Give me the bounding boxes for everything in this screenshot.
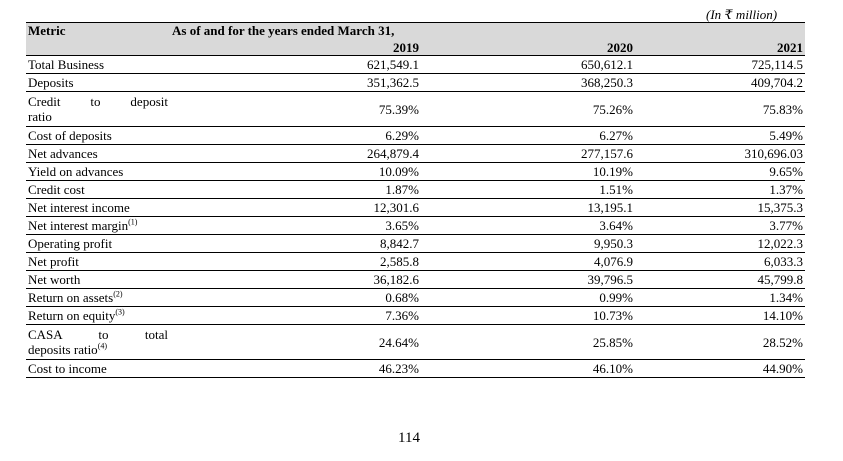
value-cell-2021: 1.34% — [769, 290, 804, 305]
table-row: Credit cost 1.87% 1.51% 1.37% — [26, 181, 806, 199]
table-row: Net profit 2,585.8 4,076.9 6,033.3 — [26, 253, 806, 271]
units-note: (In ₹ million) — [706, 7, 778, 22]
value-cell-2020: 3.64% — [599, 218, 633, 233]
metric-label: Net advances — [28, 146, 98, 161]
metric-label-line2: deposits ratio(4) — [28, 341, 108, 357]
value-cell-2021: 725,114.5 — [751, 57, 804, 72]
table-row: Net advances 264,879.4 277,157.6 310,696.03 — [26, 145, 806, 163]
value-cell-2020: 10.73% — [592, 308, 633, 323]
value-cell-2020: 277,157.6 — [581, 146, 633, 161]
value-cell-2019: 10.09% — [378, 164, 419, 179]
footnote-marker: (4) — [97, 341, 108, 351]
value-cell-2019: 36,182.6 — [373, 272, 420, 287]
table-row: Net interest margin(1) 3.65% 3.64% 3.77% — [26, 217, 806, 235]
value-cell-2021: 45,799.8 — [757, 272, 804, 287]
metric-label: Net interest income — [28, 200, 130, 215]
value-cell-2020: 650,612.1 — [581, 57, 633, 72]
value-cell-2019: 1.87% — [385, 182, 419, 197]
value-cell-2019: 75.39% — [378, 101, 419, 117]
table-row: Cost to income 46.23% 46.10% 44.90% — [26, 360, 806, 378]
value-cell-2020: 9,950.3 — [594, 236, 633, 251]
metric-label: Total Business — [28, 57, 105, 72]
value-cell-2019: 24.64% — [378, 334, 419, 350]
table-row: Return on equity(3) 7.36% 10.73% 14.10% — [26, 307, 806, 325]
page-number: 114 — [398, 430, 420, 446]
table-row: Deposits 351,362.5 368,250.3 409,704.2 — [26, 74, 806, 92]
value-cell-2019: 264,879.4 — [367, 146, 419, 161]
value-cell-2020: 6.27% — [599, 128, 633, 143]
value-cell-2020: 4,076.9 — [594, 254, 633, 269]
value-cell-2021: 28.52% — [762, 334, 804, 350]
value-cell-2020: 46.10% — [592, 361, 633, 376]
value-cell-2019: 351,362.5 — [367, 75, 419, 90]
table-row: Return on assets(2) 0.68% 0.99% 1.34% — [26, 289, 806, 307]
metric-label-line2: ratio — [28, 109, 52, 124]
value-cell-2019: 8,842.7 — [380, 236, 419, 251]
financial-metrics-table: Metric As of and for the years ended Mar… — [26, 22, 806, 378]
metric-label: Deposits — [28, 75, 74, 90]
value-cell-2021: 14.10% — [762, 308, 804, 323]
value-cell-2021: 75.83% — [762, 101, 804, 117]
value-cell-2021: 6,033.3 — [764, 254, 804, 269]
value-cell-2019: 2,585.8 — [380, 254, 419, 269]
value-cell-2021: 5.49% — [769, 128, 804, 143]
table-row: Credit to deposit ratio 75.39% 75.26% 75.83% — [26, 92, 806, 127]
table-row: Net interest income 12,301.6 13,195.1 15,37… — [26, 199, 806, 217]
value-cell-2020: 39,796.5 — [587, 272, 634, 287]
metric-label: CASA to total deposits ratio(4) — [26, 325, 170, 360]
metric-label: Return on assets(2) — [28, 289, 123, 305]
value-cell-2019: 6.29% — [385, 128, 419, 143]
metric-label: Operating profit — [28, 236, 113, 251]
footnote-marker: (1) — [128, 217, 138, 227]
value-cell-2021: 12,022.3 — [757, 236, 804, 251]
value-cell-2020: 1.51% — [599, 182, 633, 197]
value-cell-2019: 12,301.6 — [373, 200, 420, 215]
metric-label: Return on equity(3) — [28, 307, 125, 323]
table-row: CASA to total deposits ratio(4) 24.64% 25.8… — [26, 325, 806, 360]
value-cell-2019: 7.36% — [385, 308, 419, 323]
value-cell-2021: 3.77% — [769, 218, 804, 233]
value-cell-2019: 621,549.1 — [367, 57, 419, 72]
metric-label-line1: CASA to total — [28, 327, 168, 342]
value-cell-2019: 46.23% — [378, 361, 419, 376]
metric-label: Credit to deposit ratio — [26, 92, 170, 127]
metric-label-line1: Credit to deposit — [28, 94, 168, 109]
value-cell-2021: 44.90% — [762, 361, 804, 376]
metric-label: Yield on advances — [28, 164, 124, 179]
value-cell-2020: 10.19% — [592, 164, 633, 179]
table-header: Metric As of and for the years ended Mar… — [26, 22, 806, 56]
period-header: As of and for the years ended March 31, — [170, 22, 806, 40]
value-cell-2020: 75.26% — [592, 101, 633, 117]
value-cell-2021: 310,696.03 — [744, 146, 804, 161]
metric-label: Net profit — [28, 254, 79, 269]
value-cell-2019: 3.65% — [385, 218, 419, 233]
table-row: Yield on advances 10.09% 10.19% 9.65% — [26, 163, 806, 181]
metric-label: Credit cost — [28, 182, 85, 197]
metric-label: Net interest margin(1) — [28, 217, 138, 233]
metric-label: Cost to income — [28, 361, 107, 376]
value-cell-2021: 409,704.2 — [751, 75, 804, 90]
value-cell-2019: 0.68% — [385, 290, 419, 305]
year-header-2021: 2021 — [635, 40, 806, 56]
value-cell-2021: 1.37% — [769, 182, 804, 197]
metric-label: Cost of deposits — [28, 128, 112, 143]
metric-label: Net worth — [28, 272, 81, 287]
footnote-marker: (3) — [115, 307, 125, 317]
value-cell-2020: 25.85% — [592, 334, 633, 350]
year-header-2019: 2019 — [170, 40, 421, 56]
footnote-marker: (2) — [113, 289, 123, 299]
value-cell-2021: 9.65% — [769, 164, 804, 179]
metric-column-header: Metric — [26, 22, 170, 40]
value-cell-2020: 13,195.1 — [587, 200, 634, 215]
table-row: Operating profit 8,842.7 9,950.3 12,022.3 — [26, 235, 806, 253]
table-body: Total Business 621,549.1 650,612.1 725,114.… — [26, 55, 806, 378]
table-row: Total Business 621,549.1 650,612.1 725,114.… — [26, 55, 806, 74]
value-cell-2020: 0.99% — [599, 290, 633, 305]
value-cell-2021: 15,375.3 — [757, 200, 804, 215]
value-cell-2020: 368,250.3 — [581, 75, 633, 90]
table-row: Net worth 36,182.6 39,796.5 45,799.8 — [26, 271, 806, 289]
table-row: Cost of deposits 6.29% 6.27% 5.49% — [26, 127, 806, 145]
year-header-2020: 2020 — [421, 40, 635, 56]
